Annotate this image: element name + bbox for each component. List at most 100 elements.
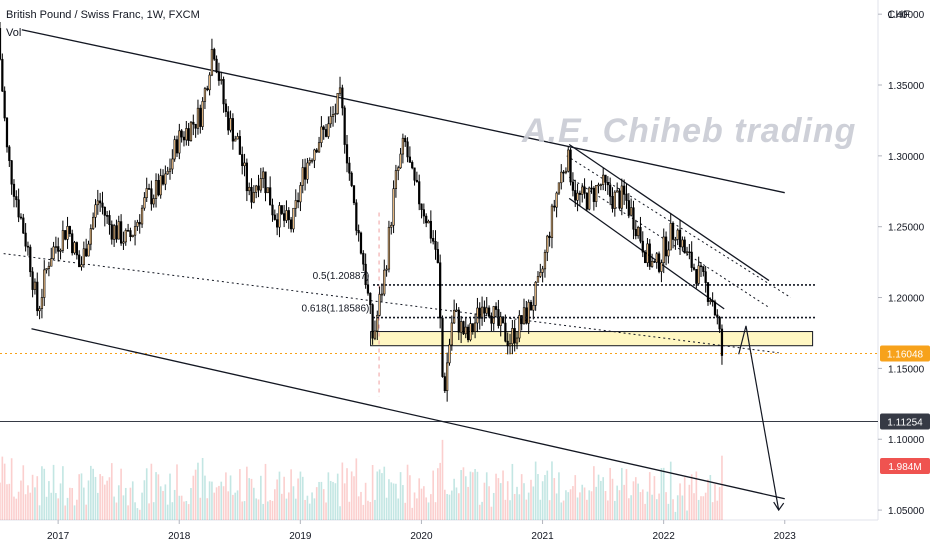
candle (196, 107, 200, 129)
candle (664, 236, 668, 257)
volume-bar (124, 487, 127, 520)
candle (292, 207, 295, 230)
volume-bar (446, 494, 448, 520)
price-scale-panel[interactable] (878, 0, 932, 520)
candle (676, 229, 679, 240)
volume-bar (537, 474, 539, 520)
volume-bar (378, 469, 381, 520)
volume-label[interactable]: Vol (6, 27, 22, 39)
volume-bar (183, 501, 185, 520)
candle (536, 276, 540, 283)
candle (143, 197, 146, 209)
candle (294, 200, 297, 209)
chart-title[interactable]: British Pound / Swiss Franc, 1W, FXCM (6, 9, 200, 21)
candle (168, 168, 172, 172)
candle (553, 205, 556, 208)
candle (618, 190, 621, 209)
price-label-box (880, 413, 930, 430)
candle (259, 178, 262, 191)
volume-bar (357, 496, 360, 520)
volume-bar (655, 499, 658, 520)
trendline (568, 143, 770, 282)
x-tick-label: 2020 (410, 531, 433, 542)
volume-bar (707, 479, 709, 520)
candle (394, 170, 398, 190)
candle (231, 118, 235, 142)
volume-bar (453, 478, 455, 520)
candle (140, 207, 144, 225)
volume-bar (13, 496, 15, 520)
volume-bar (495, 473, 497, 520)
candle (490, 316, 493, 324)
candle (667, 249, 670, 257)
candle (674, 239, 677, 241)
volume-bar (600, 480, 602, 520)
candle (113, 225, 116, 240)
volume-bar (199, 497, 202, 520)
candle (441, 317, 444, 377)
candle (85, 248, 88, 257)
volume-bar (239, 469, 241, 520)
candle (532, 304, 535, 311)
candle (36, 281, 39, 312)
volume-bar (427, 502, 430, 520)
candle (569, 149, 572, 183)
volume-bar (85, 504, 87, 520)
candle (1, 58, 4, 92)
volume-bar (31, 474, 34, 520)
candle (401, 137, 405, 155)
volume-bar (648, 472, 651, 520)
volume-bar (478, 504, 481, 520)
volume-bar (616, 485, 618, 520)
volume-bar (621, 467, 623, 520)
volume-bar (229, 475, 232, 520)
candle (392, 188, 395, 226)
candle (296, 200, 300, 203)
volume-bar (215, 487, 218, 520)
volume-bar (57, 498, 60, 520)
volume-bar (129, 487, 132, 520)
y-axis-ticks: 1.40000 1.35000 1.30000 1.25000 1.20000 1.150… (878, 10, 925, 517)
y-tick-label: 1.40000 (888, 10, 925, 21)
volume-bar (574, 475, 577, 520)
candle (334, 113, 337, 115)
candle (355, 202, 358, 231)
candle (352, 185, 356, 204)
volume-bar (579, 492, 581, 520)
volume-bar (101, 476, 104, 520)
candle (446, 362, 449, 392)
candle (688, 251, 691, 254)
volume-bar (553, 478, 556, 520)
candle (203, 88, 207, 102)
volume-bar (71, 488, 74, 520)
volume-bar (714, 484, 716, 520)
volume-bar (525, 499, 528, 520)
price-label-text: 1.16048 (887, 350, 924, 361)
candle (576, 192, 579, 201)
candle (22, 217, 25, 234)
candle (387, 226, 391, 270)
candle (411, 162, 414, 169)
candle (422, 209, 425, 217)
volume-bar (597, 474, 600, 520)
volume-bar (262, 503, 264, 520)
volume-bar (462, 467, 465, 520)
volume-bar (695, 471, 698, 520)
volume-bar (292, 486, 295, 520)
volume-bar (350, 471, 353, 520)
candle (350, 172, 353, 186)
volume-bar (120, 468, 122, 520)
volume-bar (686, 510, 688, 520)
volume-bar (20, 480, 22, 520)
volume-bar (92, 468, 94, 520)
candle (133, 226, 137, 236)
candle (616, 190, 619, 193)
volume-bar (397, 498, 400, 520)
candle (692, 267, 696, 270)
candle (555, 192, 558, 208)
volume-bar (527, 492, 530, 520)
volume-bar (145, 468, 148, 520)
candle (122, 241, 125, 244)
volume-bar (369, 501, 372, 520)
